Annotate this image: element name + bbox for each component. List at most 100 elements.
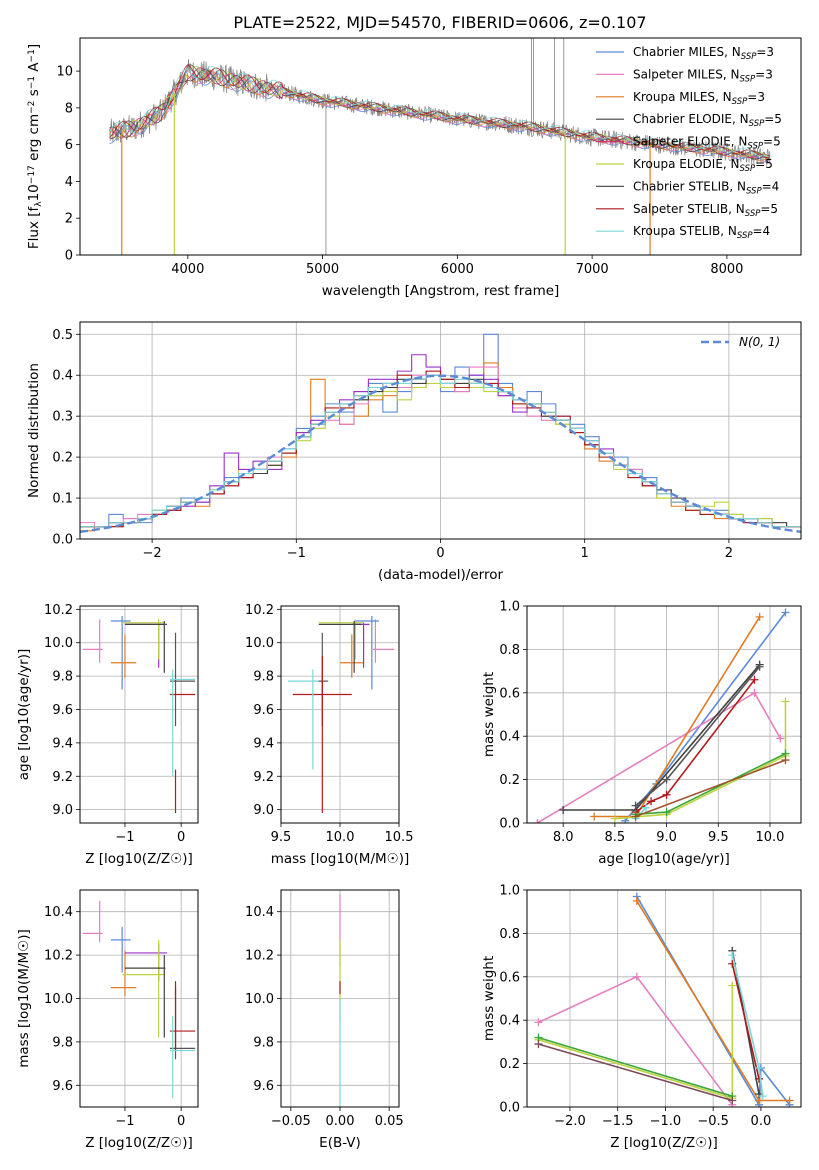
y-tick-label: 0.4 <box>52 369 73 384</box>
y-tick-label: 0.3 <box>52 410 73 425</box>
x-tick-label: 9.5 <box>271 830 292 845</box>
model-spectrum-line <box>109 65 770 157</box>
weight-series-marker <box>632 896 641 905</box>
weight-series-marker <box>534 1018 543 1027</box>
x-tick-label: 8.5 <box>605 830 626 845</box>
x-tick-label: 7000 <box>576 262 609 277</box>
age_vs_mass-panel: 9.5 10.0 10.5 9.0 9.2 9.4 9.6 9.8 10.0 10.2 mass [… <box>245 603 413 867</box>
spectrum-panel: 4000 5000 6000 7000 8000 0 2 4 6 8 10 Chabrier MILE… <box>26 37 802 299</box>
weight-series-marker <box>754 1074 763 1083</box>
x-tick-label: 9.0 <box>656 830 677 845</box>
weight-series-marker <box>781 756 790 765</box>
weight-series-marker <box>781 608 790 617</box>
weight-series-marker <box>533 819 542 823</box>
weight-series-line <box>614 701 787 820</box>
weight-series-marker <box>631 812 640 821</box>
axes-frame <box>280 605 400 824</box>
y-tick-label: 10.0 <box>44 992 73 1007</box>
weight-series-line <box>538 985 734 1100</box>
y-tick-label: 9.8 <box>253 1035 274 1050</box>
x-tick-label: 2 <box>725 546 733 561</box>
weight-series-marker <box>632 972 641 981</box>
x-axis-title: (data-model)/error <box>378 567 504 583</box>
y-tick-label: 9.6 <box>253 703 274 718</box>
x-tick-label: −1.5 <box>602 1114 634 1129</box>
x-tick-label: 5000 <box>306 262 339 277</box>
y-tick-label: 9.6 <box>253 1079 274 1094</box>
legend-entry-label: Salpeter ELODIE, NSSP=5 <box>633 135 781 152</box>
y-tick-label: 0.4 <box>499 1014 520 1029</box>
y-tick-label: 9.0 <box>52 803 73 818</box>
x-axis-title: Z [log10(Z/Z☉)] <box>85 851 193 867</box>
model-spectrum-line <box>109 67 770 159</box>
y-tick-label: 10.4 <box>44 905 73 920</box>
x-tick-label: −2 <box>143 546 162 561</box>
weight-series-marker <box>631 801 640 810</box>
weight-plot-area <box>534 892 794 1107</box>
y-tick-label: 0.2 <box>52 451 73 466</box>
y-tick-label: 0.2 <box>499 773 520 788</box>
weight-series-marker <box>755 662 764 671</box>
legend-entry-label: Kroupa MILES, NSSP=3 <box>633 90 765 107</box>
axes-frame <box>79 321 802 540</box>
y-tick-label: 9.8 <box>253 670 274 685</box>
y-tick-label: 0.6 <box>499 970 520 985</box>
weight-series-marker <box>728 981 737 990</box>
mass_vs_ebv-panel: −0.05 0.00 0.05 9.6 9.8 10.0 10.2 10.4 E(B-V) <box>245 889 404 1151</box>
y-tick-label: 1.0 <box>499 600 520 615</box>
weight-series-marker <box>750 675 759 684</box>
legend-entry-label: Chabrier STELIB, NSSP=4 <box>633 179 779 196</box>
y-tick-label: 10.2 <box>44 603 73 618</box>
spectrum-plot-area <box>109 38 771 255</box>
legend-entry-label: Kroupa STELIB, NSSP=4 <box>633 224 770 241</box>
age_vs_Z-panel: −1 0 9.0 9.2 9.4 9.6 9.8 10.0 10.2 Z [log10(Z/Z☉)… <box>16 603 199 867</box>
x-tick-label: 8.0 <box>553 830 574 845</box>
y-tick-label: 10.0 <box>44 636 73 651</box>
y-tick-label: 0.1 <box>52 492 73 507</box>
legend-entry-label: Chabrier MILES, NSSP=3 <box>633 45 774 62</box>
weight-series-line <box>731 963 760 1079</box>
y-tick-label: 0 <box>65 249 73 264</box>
y-tick-label: 10.2 <box>245 603 274 618</box>
weight-series-marker <box>750 688 759 697</box>
x-axis-title: E(B-V) <box>319 1135 361 1151</box>
y-tick-label: 9.2 <box>52 770 73 785</box>
y-tick-label: 0.4 <box>499 730 520 745</box>
histogram-plot-area <box>80 333 801 533</box>
y-tick-label: 9.8 <box>52 1035 73 1050</box>
weight-series-marker <box>647 797 656 806</box>
axes-frame <box>280 889 400 1108</box>
axes-frame <box>79 37 802 256</box>
legend-entry-label: Kroupa ELODIE, NSSP=5 <box>633 157 773 174</box>
weight-series-marker <box>785 1096 794 1105</box>
y-axis-title: age [log10(age/yr)] <box>16 649 32 781</box>
x-tick-label: 6000 <box>441 262 474 277</box>
errorbar-plot-area <box>82 900 196 1099</box>
y-tick-label: 9.0 <box>253 803 274 818</box>
model-spectrum-line <box>109 70 770 161</box>
y-axis-title: Flux [fλ10−17 erg cm−2 s−1 A−1] <box>26 44 44 249</box>
weight-series-marker <box>590 812 599 821</box>
weight-series-marker <box>776 734 785 743</box>
model-spectrum-line <box>109 65 770 159</box>
y-tick-label: 0.6 <box>499 686 520 701</box>
weight-series-line <box>635 679 756 813</box>
y-tick-label: 9.8 <box>52 670 73 685</box>
mass_vs_Z-panel: −1 0 9.6 9.8 10.0 10.2 10.4 Z [log10(Z/Z☉)] mass… <box>16 889 199 1151</box>
x-axis-title: Z [log10(Z/Z☉)] <box>610 1135 718 1151</box>
x-tick-label: 8000 <box>710 262 743 277</box>
y-axis-title: mass weight <box>481 672 497 757</box>
y-tick-label: 4 <box>65 175 73 190</box>
y-tick-label: 9.4 <box>253 736 274 751</box>
legend-entry-label: Salpeter MILES, NSSP=3 <box>633 67 773 84</box>
x-axis-title: mass [log10(M/M☉)] <box>271 851 410 867</box>
model-spectrum-line <box>109 64 770 158</box>
x-tick-label: 10.5 <box>385 830 414 845</box>
weight-series-marker <box>610 814 619 823</box>
x-axis-title: wavelength [Angstrom, rest frame] <box>322 283 560 299</box>
x-tick-label: 4000 <box>171 262 204 277</box>
x-tick-label: 1 <box>581 546 589 561</box>
y-axis-title: mass weight <box>481 956 497 1041</box>
x-axis-title: age [log10(age/yr)] <box>598 851 730 867</box>
weight-series-marker <box>641 803 650 812</box>
